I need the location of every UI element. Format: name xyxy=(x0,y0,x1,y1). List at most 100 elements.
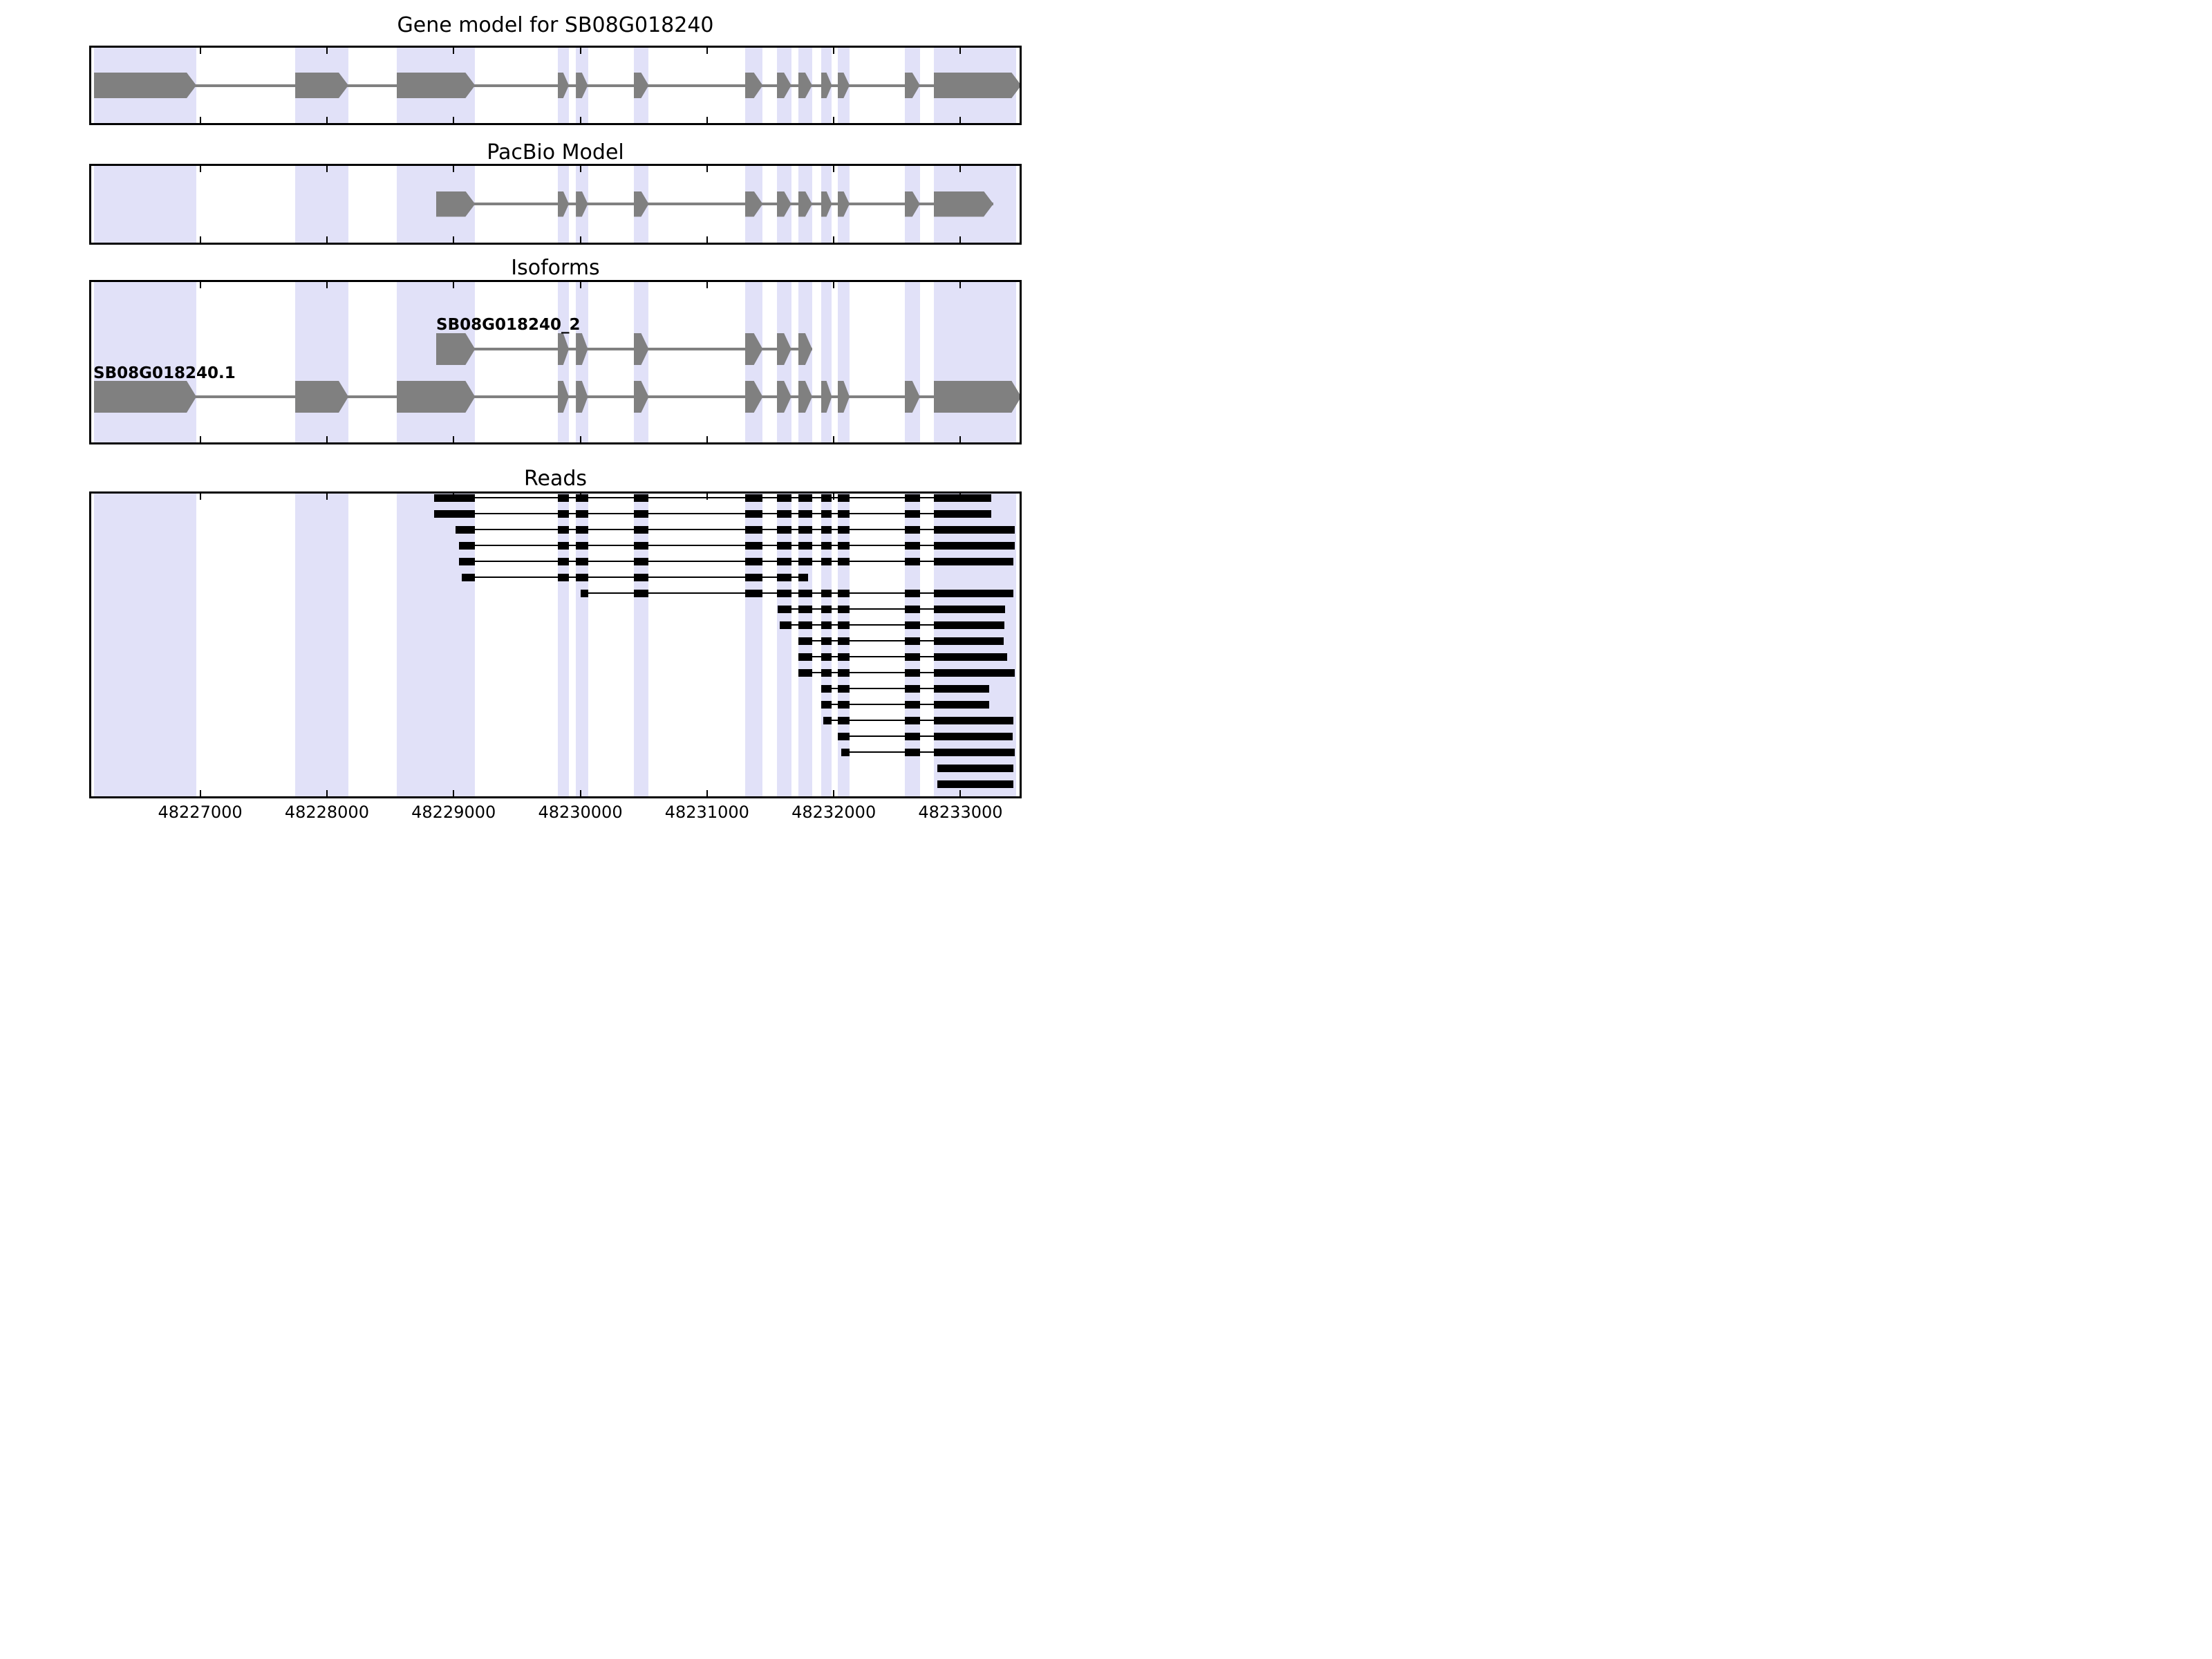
read-exon xyxy=(576,557,588,565)
x-tick-top xyxy=(959,164,962,172)
isoform-label-1: SB08G018240.1 xyxy=(93,364,236,382)
read-exon xyxy=(633,525,649,534)
gene-model-exon xyxy=(576,73,588,98)
read-exon xyxy=(744,525,763,534)
read-exon xyxy=(837,716,850,724)
exon-highlight-band xyxy=(744,491,763,798)
read-exon xyxy=(904,541,920,550)
read-exon xyxy=(933,684,989,693)
x-tick-top xyxy=(706,164,708,172)
x-axis-tick-label: 48228000 xyxy=(284,803,369,822)
read-exon xyxy=(837,700,850,709)
x-tick-top xyxy=(326,280,328,288)
x-tick-bottom xyxy=(959,790,962,798)
x-axis-tick-label: 48229000 xyxy=(411,803,496,822)
gene-model-exon xyxy=(295,73,349,98)
read-exon xyxy=(633,589,649,597)
exon-highlight-band xyxy=(93,164,197,245)
isoform2-exon xyxy=(798,333,812,365)
read-exon xyxy=(821,557,832,565)
read-exon xyxy=(904,653,920,661)
read-exon xyxy=(821,621,832,629)
pacbio-exon xyxy=(776,191,791,217)
read-exon xyxy=(933,748,1015,756)
read-exon xyxy=(933,732,1013,740)
read-exon xyxy=(798,605,812,613)
read-exon xyxy=(776,541,791,550)
read-intron-line xyxy=(580,592,1014,594)
read-exon xyxy=(576,509,588,518)
read-exon xyxy=(904,525,920,534)
x-tick-top xyxy=(579,46,581,54)
x-tick-bottom xyxy=(959,117,962,125)
x-tick-top xyxy=(833,46,835,54)
read-exon xyxy=(933,637,1004,645)
read-exon xyxy=(633,494,649,502)
read-exon xyxy=(433,509,476,518)
panel-isoforms: SB08G018240_2 SB08G018240.1 xyxy=(89,280,1022,444)
isoform1-exon xyxy=(821,381,832,413)
x-tick-top xyxy=(706,46,708,54)
x-tick-bottom xyxy=(199,790,201,798)
read-exon xyxy=(798,509,812,518)
read-exon xyxy=(821,525,832,534)
x-tick-bottom xyxy=(833,790,835,798)
x-tick-top xyxy=(453,280,455,288)
read-exon xyxy=(904,494,920,502)
pacbio-exon xyxy=(435,191,476,217)
x-tick-bottom xyxy=(706,436,708,444)
read-exon xyxy=(557,573,569,581)
read-exon xyxy=(557,509,569,518)
panel-border xyxy=(89,280,1022,444)
read-intron-line xyxy=(798,655,1008,658)
x-tick-top xyxy=(199,164,201,172)
read-exon xyxy=(821,509,832,518)
exon-highlight-band xyxy=(837,280,850,444)
read-exon xyxy=(837,637,850,645)
read-exon xyxy=(633,509,649,518)
isoform1-exon xyxy=(633,381,649,413)
read-exon xyxy=(904,605,920,613)
read-exon xyxy=(904,700,920,709)
read-exon xyxy=(837,684,850,693)
x-tick-bottom xyxy=(326,117,328,125)
read-exon xyxy=(776,525,791,534)
read-exon xyxy=(904,668,920,677)
exon-highlight-band xyxy=(576,491,588,798)
read-exon xyxy=(837,589,850,597)
read-exon xyxy=(458,541,476,550)
isoform1-exon xyxy=(295,381,349,413)
pacbio-exon xyxy=(576,191,588,217)
x-tick-bottom xyxy=(326,236,328,245)
read-intron-line xyxy=(798,639,1004,642)
x-axis-tick-label: 48227000 xyxy=(158,803,243,822)
read-exon xyxy=(933,621,1004,629)
gene-model-exon xyxy=(798,73,812,98)
read-exon xyxy=(904,589,920,597)
isoform1-exon xyxy=(557,381,569,413)
intron-line xyxy=(435,203,994,205)
panel-pacbio-model xyxy=(89,164,1022,245)
x-axis-tick-label: 48233000 xyxy=(918,803,1003,822)
exon-highlight-band xyxy=(821,280,832,444)
read-exon xyxy=(933,700,989,709)
read-exon xyxy=(937,780,1014,788)
x-axis-tick-label: 48231000 xyxy=(664,803,749,822)
isoform-label-2: SB08G018240_2 xyxy=(436,316,581,334)
read-intron-line xyxy=(458,544,1015,547)
read-exon xyxy=(798,525,812,534)
x-tick-top xyxy=(199,491,201,500)
x-tick-top xyxy=(453,46,455,54)
read-exon xyxy=(798,494,812,502)
read-exon xyxy=(904,732,920,740)
x-tick-top xyxy=(579,164,581,172)
read-exon xyxy=(744,494,763,502)
pacbio-exon xyxy=(904,191,920,217)
isoform1-exon xyxy=(904,381,920,413)
read-exon xyxy=(821,605,832,613)
read-intron-line xyxy=(433,512,992,515)
read-exon xyxy=(462,573,476,581)
read-exon xyxy=(776,494,791,502)
x-tick-bottom xyxy=(453,436,455,444)
panel-title-pacbio: PacBio Model xyxy=(487,140,624,165)
